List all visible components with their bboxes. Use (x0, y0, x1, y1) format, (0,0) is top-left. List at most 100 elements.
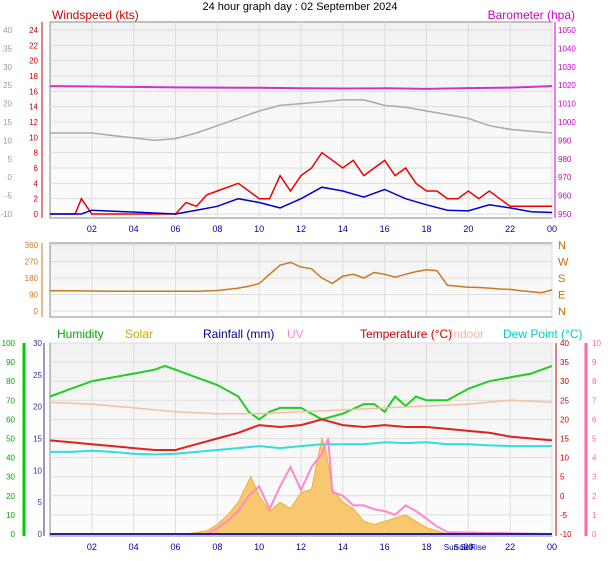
rainfall-tick-label: 0 (38, 530, 43, 539)
uv-tick-label: 10 (592, 339, 601, 348)
wind-x-tick-label: 18 (421, 224, 431, 234)
climate-x-tick-label: 14 (338, 542, 348, 552)
wind-inner-tick-label: 18 (29, 72, 38, 81)
uv-tick-label: 7 (592, 396, 597, 405)
rainfall-tick-label: 25 (33, 371, 42, 380)
rainfall-tick-label: 20 (33, 403, 42, 412)
baro-tick-label: 990 (558, 136, 572, 145)
climate-x-tick-label: 12 (296, 542, 306, 552)
humidity-tick-label: 30 (6, 473, 15, 482)
wind-outer-tick-label: 20 (3, 100, 12, 109)
gust-red-line (50, 151, 552, 215)
direction-compass-label: N (558, 306, 566, 318)
baro-tick-label: 950 (558, 210, 572, 219)
direction-tick-label: 180 (25, 274, 39, 283)
wind-x-tick-label: 20 (463, 224, 473, 234)
wind-outer-tick-label: 40 (3, 26, 12, 35)
temperature-tick-label: 35 (560, 358, 569, 367)
temperature-tick-label: 20 (560, 415, 569, 424)
rainfall-tick-label: 30 (33, 339, 42, 348)
rainfall-label: Rainfall (mm) (203, 327, 274, 341)
climate-x-tick-label: 02 (87, 542, 97, 552)
baro-tick-label: 960 (558, 192, 572, 201)
humidity-label: Humidity (57, 327, 104, 341)
wind-inner-tick-label: 2 (34, 195, 39, 204)
baro-tick-label: 1040 (558, 44, 576, 53)
solar-label: Solar (125, 327, 153, 341)
climate-x-tick-label: 00 (547, 542, 557, 552)
wind-inner-tick-label: 16 (29, 87, 38, 96)
baro-tick-label: 1020 (558, 81, 576, 90)
direction-tick-label: 90 (29, 291, 38, 300)
climate-x-tick-label: 16 (380, 542, 390, 552)
wind-x-tick-label: 00 (547, 224, 557, 234)
temperature-tick-label: 10 (560, 454, 569, 463)
wind-x-tick-label: 22 (505, 224, 515, 234)
rainfall-tick-label: 5 (38, 498, 43, 507)
indoor-line (49, 399, 553, 415)
uv-label: UV (287, 327, 304, 341)
wind-inner-tick-label: 24 (29, 26, 38, 35)
direction-compass-label: E (558, 290, 565, 302)
climate-x-tick-label: 04 (129, 542, 139, 552)
wind-outer-tick-label: 35 (3, 44, 12, 53)
dewpoint-label: Dew Point (°C) (503, 327, 582, 341)
wind-x-tick-label: 14 (338, 224, 348, 234)
uv-tick-label: 2 (592, 492, 597, 501)
baro-tick-label: 970 (558, 173, 572, 182)
uv-tick-label: 5 (592, 435, 597, 444)
uv-tick-label: 8 (592, 377, 597, 386)
uv-tick-label: 3 (592, 473, 597, 482)
direction-compass-label: S (558, 273, 565, 285)
wind-outer-tick-label: -5 (5, 192, 13, 201)
humidity-tick-label: 90 (6, 358, 15, 367)
wind-inner-tick-label: 20 (29, 57, 38, 66)
chart-title: 24 hour graph day : 02 September 2024 (202, 1, 397, 13)
humidity-tick-label: 80 (6, 377, 15, 386)
climate-x-tick-label: 10 (254, 542, 264, 552)
wind-inner-tick-label: 0 (34, 210, 39, 219)
wind-outer-tick-label: 0 (8, 173, 13, 182)
wind-x-tick-label: 04 (129, 224, 139, 234)
uv-tick-label: 6 (592, 415, 597, 424)
temperature-tick-label: -10 (560, 530, 572, 539)
climate-x-tick-label: 20 (463, 542, 473, 552)
humidity-tick-label: 0 (11, 530, 16, 539)
wind-inner-tick-label: 14 (29, 103, 38, 112)
barometer-line (49, 85, 553, 90)
wind-x-tick-label: 10 (254, 224, 264, 234)
wind-inner-tick-label: 4 (34, 179, 39, 188)
wind-inner-tick-label: 6 (34, 164, 39, 173)
climate-x-tick-label: 08 (212, 542, 222, 552)
direction-tick-label: 0 (34, 307, 39, 316)
humidity-tick-label: 40 (6, 454, 15, 463)
uv-tick-label: 9 (592, 358, 597, 367)
direction-tick-label: 360 (25, 241, 39, 250)
temperature-tick-label: 25 (560, 396, 569, 405)
baro-tick-label: 1050 (558, 26, 576, 35)
rainfall-tick-label: 15 (33, 435, 42, 444)
humidity-tick-label: 20 (6, 492, 15, 501)
wind-outer-tick-label: 15 (3, 118, 12, 127)
climate-x-tick-label: 06 (170, 542, 180, 552)
uv-tick-label: 4 (592, 454, 597, 463)
temperature-tick-label: 40 (560, 339, 569, 348)
wind-outer-tick-label: -10 (0, 210, 12, 219)
wind-inner-tick-label: 22 (29, 41, 38, 50)
wind-inner-tick-label: 12 (29, 118, 38, 127)
wind-x-tick-label: 02 (87, 224, 97, 234)
wind-outer-tick-label: 30 (3, 63, 12, 72)
direction-compass-label: N (558, 240, 566, 252)
direction-line (50, 261, 553, 294)
windspeed-label: Windspeed (kts) (52, 8, 139, 22)
wind-inner-tick-label: 10 (29, 133, 38, 142)
windspeed-line (50, 186, 553, 215)
wind-outer-tick-label: 10 (3, 136, 12, 145)
sunset-label: Sun Set (444, 543, 473, 552)
temperature-tick-label: 30 (560, 377, 569, 386)
direction-tick-label: 270 (25, 258, 39, 267)
humidity-tick-label: 70 (6, 396, 15, 405)
wind-x-tick-label: 16 (380, 224, 390, 234)
temperature-tick-label: 0 (560, 492, 565, 501)
baro-tick-label: 1010 (558, 100, 576, 109)
